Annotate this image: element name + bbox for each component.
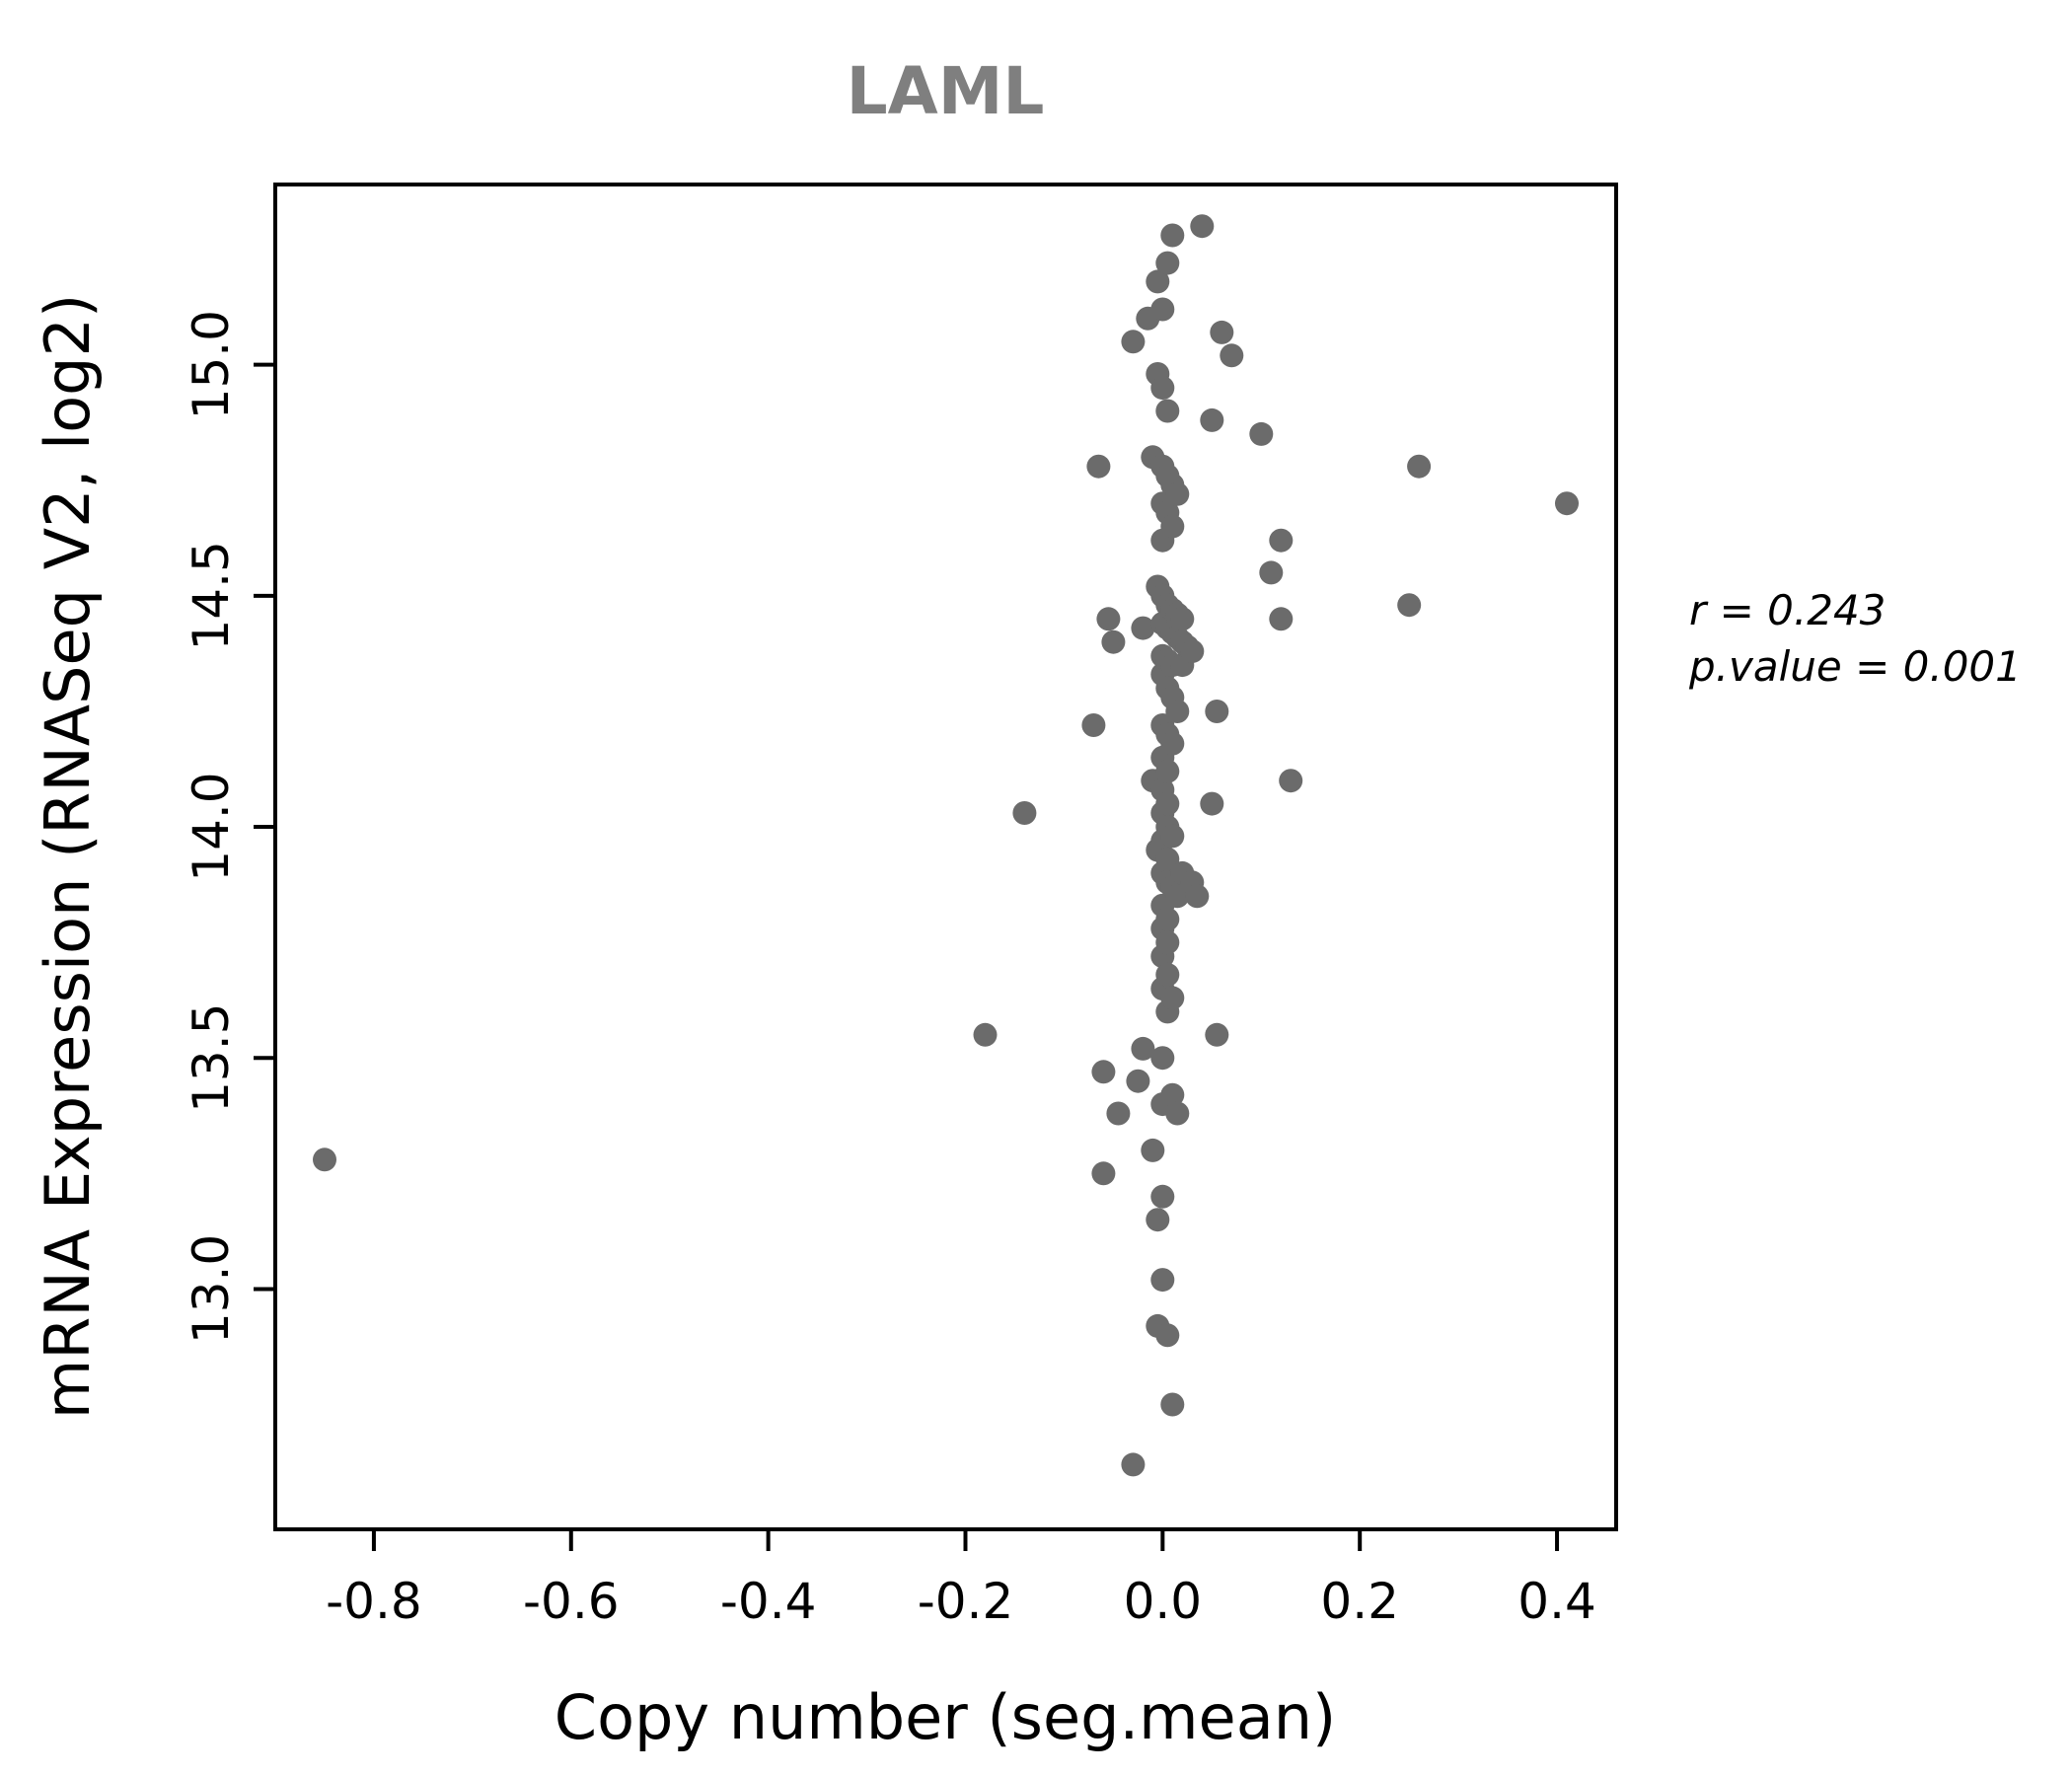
data-point: [1269, 607, 1294, 631]
data-point: [1200, 791, 1224, 816]
data-point: [1155, 791, 1180, 816]
data-points: [313, 214, 1579, 1477]
data-point: [1180, 639, 1205, 664]
x-tick-label: 0.4: [1517, 1573, 1596, 1630]
data-point: [1150, 1046, 1175, 1071]
x-tick-label: -0.4: [720, 1573, 817, 1630]
data-point: [1160, 731, 1185, 756]
data-point: [973, 1022, 998, 1047]
x-tick-label: 0.2: [1320, 1573, 1399, 1630]
data-point: [1150, 297, 1175, 322]
data-point: [1081, 713, 1106, 737]
data-point: [1155, 847, 1180, 871]
data-point: [1160, 1082, 1185, 1107]
data-point: [1220, 343, 1244, 368]
data-point: [1155, 1323, 1180, 1348]
data-point: [1106, 1101, 1131, 1126]
plot-box: [273, 183, 1618, 1531]
data-point: [1141, 1138, 1165, 1162]
data-point: [1205, 700, 1229, 723]
data-point: [1185, 884, 1210, 909]
x-axis-label: Copy number (seg.mean): [555, 1681, 1336, 1753]
data-point: [1155, 930, 1180, 955]
data-point: [1249, 421, 1274, 446]
data-point: [1160, 223, 1185, 248]
data-point: [1150, 1184, 1175, 1209]
data-point: [1555, 491, 1579, 516]
data-point: [1259, 560, 1284, 585]
correlation-pvalue-annotation: p.value = 0.001: [1688, 642, 2022, 691]
x-tick-label: -0.6: [523, 1573, 620, 1630]
y-axis-ticks: 13.0 13.5 14.0 14.5 15.0: [183, 310, 275, 1344]
data-point: [1397, 593, 1422, 618]
x-axis-ticks: -0.8 -0.6 -0.4 -0.2 0.0 0.2 0.4: [326, 1529, 1596, 1630]
data-point: [1200, 407, 1224, 432]
data-point: [1155, 962, 1180, 987]
data-point: [1170, 607, 1195, 631]
data-point: [1121, 1452, 1146, 1477]
data-point: [1091, 1060, 1116, 1084]
data-point: [1160, 1392, 1185, 1417]
data-point: [1165, 884, 1190, 909]
data-point: [1160, 824, 1185, 849]
data-point: [1210, 320, 1234, 344]
x-tick-label: 0.0: [1124, 1573, 1203, 1630]
x-tick-label: -0.8: [326, 1573, 422, 1630]
data-point: [1146, 1208, 1170, 1232]
chart-title: LAML: [847, 53, 1045, 129]
x-tick-label: -0.2: [918, 1573, 1014, 1630]
y-axis-label: mRNA Expression (RNASeq V2, log2): [32, 294, 104, 1419]
y-tick-label: 15.0: [183, 310, 240, 419]
data-point: [1131, 1036, 1155, 1061]
data-point: [1407, 454, 1432, 479]
y-tick-label: 14.5: [183, 541, 240, 650]
data-point: [1279, 769, 1303, 793]
data-point: [313, 1147, 336, 1172]
data-point: [1155, 399, 1180, 423]
data-point: [1165, 700, 1190, 723]
data-point: [1155, 251, 1180, 275]
correlation-r-annotation: r = 0.243: [1689, 586, 1886, 634]
data-point: [1160, 986, 1185, 1010]
data-point: [1086, 454, 1111, 479]
data-point: [1096, 607, 1121, 631]
y-tick-label: 13.0: [183, 1234, 240, 1344]
data-point: [1121, 330, 1146, 354]
data-point: [1165, 481, 1190, 506]
data-point: [1160, 514, 1185, 539]
data-point: [1091, 1161, 1116, 1186]
data-point: [1101, 629, 1126, 654]
data-point: [1190, 214, 1215, 239]
y-tick-label: 13.5: [183, 1003, 240, 1113]
data-point: [1155, 759, 1180, 783]
data-point: [1155, 907, 1180, 931]
data-point: [1269, 528, 1294, 553]
y-tick-label: 14.0: [183, 772, 240, 881]
data-point: [1150, 1268, 1175, 1293]
data-point: [1146, 269, 1170, 294]
data-point: [1165, 1101, 1190, 1126]
data-point: [1150, 376, 1175, 401]
data-point: [1126, 1069, 1150, 1093]
data-point: [1131, 616, 1155, 640]
data-point: [1205, 1022, 1229, 1047]
data-point: [1012, 801, 1037, 825]
